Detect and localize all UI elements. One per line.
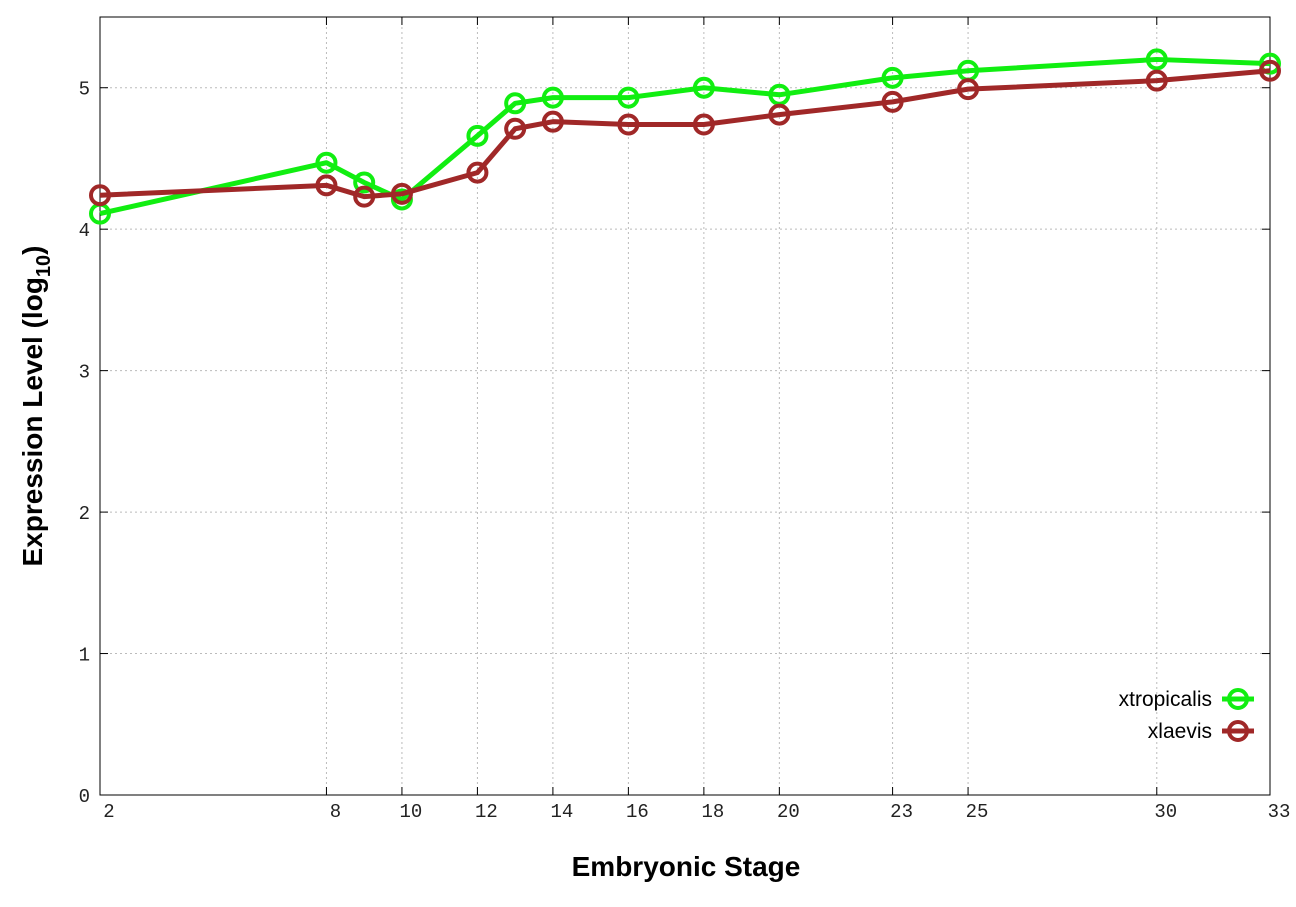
data-point xyxy=(353,185,376,208)
data-point xyxy=(692,113,715,136)
x-tick-label: 8 xyxy=(330,801,341,823)
x-tick-label: 18 xyxy=(701,801,724,823)
data-point xyxy=(353,171,376,194)
y-tick-label: 4 xyxy=(79,220,90,242)
data-point xyxy=(466,124,489,147)
y-axis-title-text: Expression Level (log xyxy=(17,277,48,566)
y-tick-label: 0 xyxy=(79,786,90,808)
data-point xyxy=(541,86,564,109)
x-axis-title: Embryonic Stage xyxy=(572,851,801,882)
y-tick-label: 1 xyxy=(79,645,90,667)
data-point xyxy=(1259,59,1281,82)
legend-label: xtropicalis xyxy=(1119,688,1212,711)
y-tick-label: 2 xyxy=(79,503,90,525)
y-tick-label: 5 xyxy=(79,79,90,101)
data-point xyxy=(692,76,715,99)
legend-label: xlaevis xyxy=(1148,720,1212,743)
legend-marker xyxy=(1227,688,1249,710)
data-point xyxy=(89,184,111,207)
data-point xyxy=(390,182,413,205)
data-point xyxy=(504,117,527,140)
x-tick-label: 2 xyxy=(103,801,114,823)
data-point xyxy=(315,174,338,197)
x-tick-label: 10 xyxy=(400,801,423,823)
series-line xyxy=(99,68,1271,200)
data-point xyxy=(541,110,564,133)
y-tick-label: 3 xyxy=(79,362,90,384)
x-tick-label: 14 xyxy=(550,801,573,823)
data-point xyxy=(957,78,980,101)
y-axis-title-subscript: 10 xyxy=(33,255,55,277)
data-point xyxy=(617,86,640,109)
data-point xyxy=(504,92,527,115)
x-tick-label: 20 xyxy=(777,801,800,823)
x-tick-label: 16 xyxy=(626,801,649,823)
x-tick-label: 33 xyxy=(1268,801,1291,823)
plot-frame xyxy=(99,16,1271,796)
data-point xyxy=(1145,48,1168,71)
data-point xyxy=(768,103,791,126)
y-axis-title: Expression Level (log10) xyxy=(17,246,55,567)
x-tick-label: 30 xyxy=(1154,801,1177,823)
x-tick-label: 23 xyxy=(890,801,913,823)
data-point xyxy=(315,151,338,174)
data-point xyxy=(881,66,904,89)
y-axis-title-suffix: ) xyxy=(17,246,48,255)
data-point xyxy=(617,113,640,136)
legend-marker xyxy=(1227,720,1249,742)
x-tick-label: 25 xyxy=(966,801,989,823)
data-point xyxy=(466,161,489,184)
series-line xyxy=(99,56,1271,217)
x-tick-label: 12 xyxy=(475,801,498,823)
data-point xyxy=(881,90,904,113)
data-point xyxy=(1145,69,1168,92)
